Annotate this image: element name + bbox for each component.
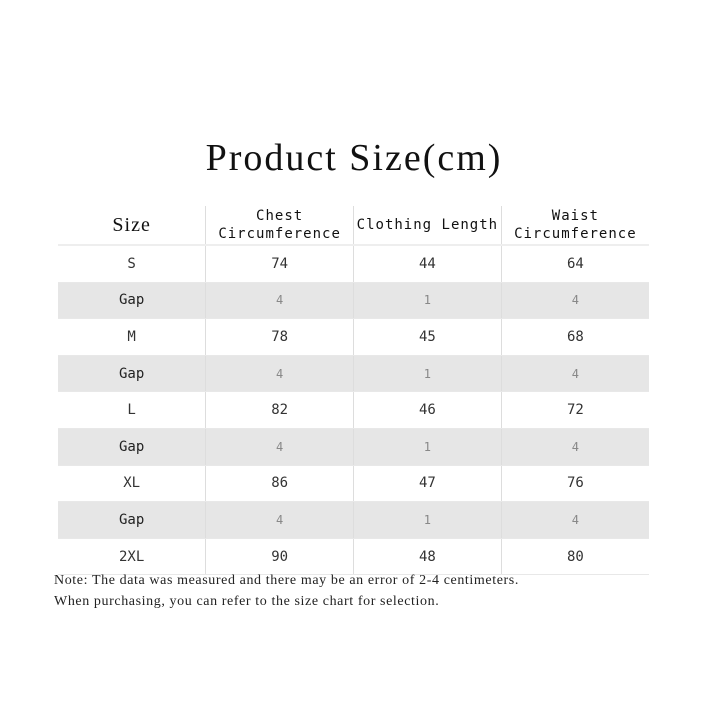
table-cell: Gap: [58, 282, 206, 320]
gap-row: Gap 4 1 4: [58, 428, 649, 466]
table-cell: 4: [500, 501, 649, 539]
table-cell: 48: [353, 538, 502, 576]
gap-row: Gap 4 1 4: [58, 501, 649, 539]
table-cell: 4: [500, 282, 649, 320]
table-cell: 4: [205, 282, 354, 320]
table-cell: 1: [353, 282, 502, 320]
table-cell: 45: [353, 318, 502, 356]
header-row: Size Chest Circumference Clothing Length Wai…: [58, 206, 649, 246]
table-cell: 80: [500, 538, 649, 576]
size-row: 2XL 90 48 80: [58, 538, 649, 576]
table-cell: 82: [205, 391, 354, 429]
table-cell: 64: [500, 245, 649, 283]
table-cell: 4: [205, 428, 354, 466]
note-line: When purchasing, you can refer to the si…: [54, 594, 440, 609]
table-cell: 86: [205, 465, 354, 503]
size-table: Size Chest Circumference Clothing Length Wai…: [58, 206, 649, 576]
table-cell: XL: [58, 465, 206, 503]
column-header: Size: [58, 206, 206, 246]
table-cell: 76: [500, 465, 649, 503]
size-row: S 74 44 64: [58, 245, 649, 283]
column-header: Chest Circumference: [205, 206, 354, 246]
table-cell: L: [58, 391, 206, 429]
table-cell: 68: [500, 318, 649, 356]
table-cell: 46: [353, 391, 502, 429]
table-cell: 4: [500, 428, 649, 466]
table-cell: 44: [353, 245, 502, 283]
table-cell: Gap: [58, 501, 206, 539]
table-cell: 4: [205, 501, 354, 539]
table-cell: S: [58, 245, 206, 283]
table-cell: 1: [353, 355, 502, 393]
column-header: Waist Circumference: [500, 206, 649, 246]
table-cell: 1: [353, 501, 502, 539]
gap-row: Gap 4 1 4: [58, 282, 649, 320]
table-cell: Gap: [58, 355, 206, 393]
table-cell: 72: [500, 391, 649, 429]
table-cell: 47: [353, 465, 502, 503]
page-title: Product Size(cm): [205, 137, 503, 179]
table-cell: 90: [205, 538, 354, 576]
table-cell: 4: [500, 355, 649, 393]
table-cell: 1: [353, 428, 502, 466]
table-cell: 4: [205, 355, 354, 393]
size-row: M 78 45 68: [58, 318, 649, 356]
table-cell: 78: [205, 318, 354, 356]
table-cell: M: [58, 318, 206, 356]
table-cell: Gap: [58, 428, 206, 466]
size-row: L 82 46 72: [58, 391, 649, 429]
note: Note: The data was measured and there ma…: [54, 570, 519, 612]
column-header: Clothing Length: [353, 206, 502, 246]
table-cell: 2XL: [58, 538, 206, 576]
gap-row: Gap 4 1 4: [58, 355, 649, 393]
table-cell: 74: [205, 245, 354, 283]
note-line: Note: The data was measured and there ma…: [54, 573, 519, 588]
size-row: XL 86 47 76: [58, 465, 649, 503]
